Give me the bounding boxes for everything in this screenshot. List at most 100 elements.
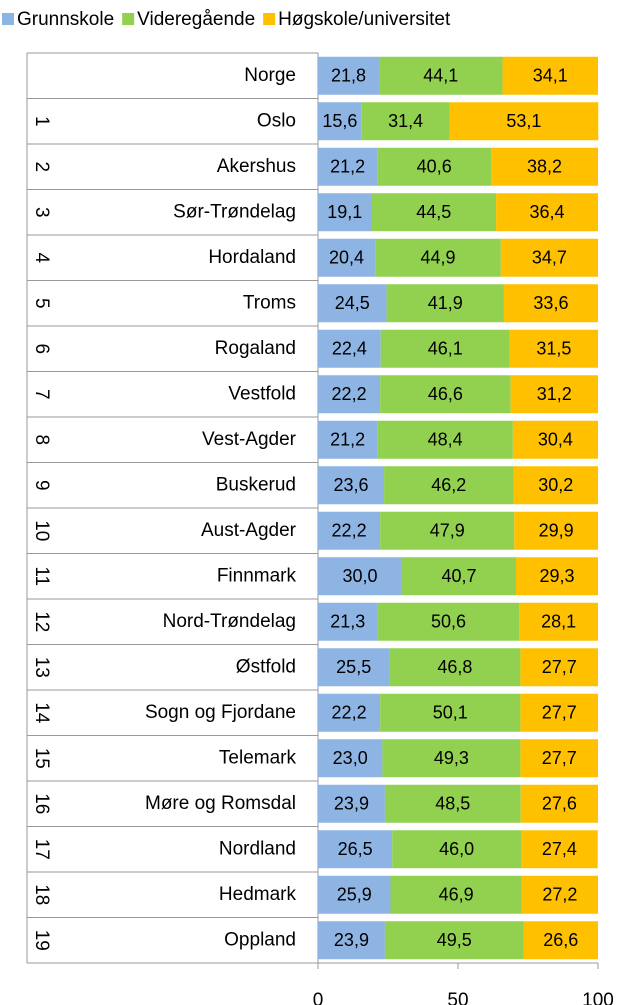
bar-segment	[521, 875, 598, 914]
bar-segment	[318, 102, 362, 141]
value-label: 44,9	[420, 248, 455, 268]
rank-label: 3	[31, 207, 52, 218]
category-label: Aust-Agder	[201, 520, 297, 541]
value-label: 50,6	[431, 612, 466, 632]
value-label: 30,2	[538, 475, 573, 495]
value-label: 27,6	[542, 794, 577, 814]
value-label: 34,7	[532, 248, 567, 268]
bar-segment	[377, 602, 520, 641]
value-label: 15,6	[322, 111, 357, 131]
bar-segment	[502, 56, 598, 95]
rank-label: 18	[31, 884, 52, 905]
bar-segment	[523, 921, 598, 960]
rank-label: 7	[31, 389, 52, 400]
value-label: 27,7	[542, 657, 577, 677]
legend-label: Videregående	[137, 9, 255, 30]
value-label: 21,2	[330, 430, 365, 450]
bar-segment	[380, 375, 511, 414]
value-label: 21,3	[330, 612, 365, 632]
legend-label: Høgskole/universitet	[278, 9, 451, 30]
bar-segment	[384, 784, 521, 823]
bar-segment	[318, 875, 391, 914]
category-label: Norge	[244, 65, 296, 86]
value-label: 22,2	[332, 521, 367, 541]
bar-segment	[384, 921, 524, 960]
value-label: 30,4	[538, 430, 573, 450]
value-label: 23,9	[334, 794, 369, 814]
rank-label: 16	[31, 793, 52, 814]
value-label: 19,1	[327, 202, 362, 222]
value-label: 22,4	[332, 339, 367, 359]
bar-segment	[496, 193, 598, 232]
rank-label: 10	[31, 520, 52, 541]
x-tick-label: 50	[447, 990, 468, 1005]
bar-segment	[382, 739, 521, 778]
value-label: 46,2	[431, 475, 466, 495]
bar-segment	[318, 284, 387, 323]
value-label: 44,1	[423, 66, 458, 86]
value-label: 49,5	[437, 930, 472, 950]
category-label: Vest-Agder	[202, 429, 297, 450]
bar-segment	[386, 284, 504, 323]
bar-segment	[318, 830, 393, 869]
bar-segment	[509, 329, 598, 368]
bar-segment	[318, 648, 390, 687]
category-label: Møre og Romsdal	[145, 793, 296, 814]
bar-segment	[318, 420, 378, 459]
value-label: 46,8	[437, 657, 472, 677]
value-label: 31,2	[537, 384, 572, 404]
value-label: 30,0	[342, 566, 377, 586]
value-label: 28,1	[541, 612, 576, 632]
bar-segment	[402, 557, 516, 596]
value-label: 24,5	[335, 293, 370, 313]
value-label: 49,3	[434, 748, 469, 768]
value-label: 47,9	[430, 521, 465, 541]
bar-segment	[377, 420, 513, 459]
category-label: Telemark	[219, 747, 297, 768]
value-label: 46,1	[428, 339, 463, 359]
bar-segment	[377, 147, 492, 186]
bar-segment	[520, 693, 598, 732]
category-label: Oppland	[224, 929, 296, 950]
bar-segment	[520, 784, 598, 823]
bar-segment	[318, 784, 385, 823]
category-label: Buskerud	[216, 474, 296, 495]
value-label: 31,5	[536, 339, 571, 359]
bar-segment	[380, 693, 521, 732]
rank-label: 13	[31, 657, 52, 678]
value-label: 27,7	[542, 703, 577, 723]
value-label: 53,1	[506, 111, 541, 131]
rank-label: 17	[31, 839, 52, 860]
x-tick-label: 0	[313, 990, 324, 1005]
bar-segment	[318, 56, 380, 95]
value-label: 20,4	[329, 248, 364, 268]
rank-label: 14	[31, 702, 52, 724]
category-label: Nordland	[219, 838, 296, 859]
value-label: 40,6	[417, 157, 452, 177]
bar-segment	[371, 193, 497, 232]
bar-segment	[520, 648, 598, 687]
bar-segment	[503, 284, 598, 323]
bar-segment	[380, 329, 510, 368]
category-label: Sør-Trøndelag	[173, 201, 296, 222]
bar-segment	[512, 420, 598, 459]
bar-segment	[318, 921, 385, 960]
bar-segment	[318, 193, 372, 232]
legend-label: Grunnskole	[17, 9, 114, 30]
value-label: 33,6	[533, 293, 568, 313]
value-label: 21,2	[330, 157, 365, 177]
value-label: 23,9	[334, 930, 369, 950]
value-label: 23,6	[334, 475, 369, 495]
bar-segment	[510, 375, 598, 414]
bar-segment	[318, 511, 381, 550]
bar-segment	[392, 830, 521, 869]
bar-segment	[519, 602, 598, 641]
value-label: 46,6	[428, 384, 463, 404]
value-label: 22,2	[332, 384, 367, 404]
bar-segment	[389, 648, 521, 687]
bar-segment	[318, 602, 378, 641]
category-label: Finnmark	[217, 565, 297, 586]
value-label: 26,5	[338, 839, 373, 859]
rank-label: 2	[31, 161, 52, 172]
